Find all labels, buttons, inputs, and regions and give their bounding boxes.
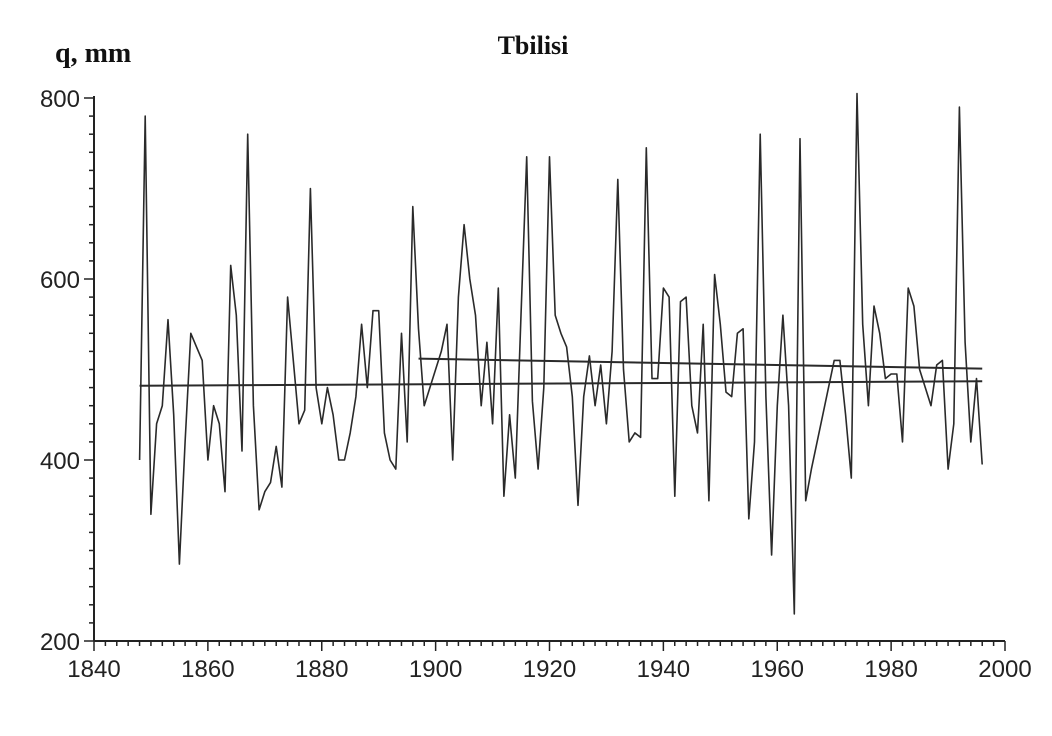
y-tick-label: 600 [40, 267, 80, 294]
precipitation-series-line [138, 92, 983, 615]
axes: 200 400 600 800 1840 1860 1880 1900 1920 1940 1960… [40, 86, 1032, 683]
trend-line-recent-period [418, 357, 983, 370]
x-tick-label: 1860 [181, 656, 234, 683]
x-tick-label: 1920 [523, 656, 576, 683]
x-tick-label: 1940 [637, 656, 690, 683]
y-tick-label: 800 [40, 86, 80, 113]
x-tick-label: 1880 [295, 656, 348, 683]
y-axis-label: q, mm [55, 38, 131, 69]
series-layer [138, 92, 983, 615]
trend-line-full-period [139, 380, 983, 387]
trend-layer [139, 357, 983, 387]
y-tick-label: 400 [40, 448, 80, 475]
x-tick-label: 1900 [409, 656, 462, 683]
y-tick-label: 200 [40, 629, 80, 656]
x-tick-label: 2000 [978, 656, 1031, 683]
x-tick-label: 1980 [864, 656, 917, 683]
x-tick-label: 1960 [751, 656, 804, 683]
chart-title: Tbilisi [498, 31, 569, 60]
x-tick-label: 1840 [67, 656, 120, 683]
